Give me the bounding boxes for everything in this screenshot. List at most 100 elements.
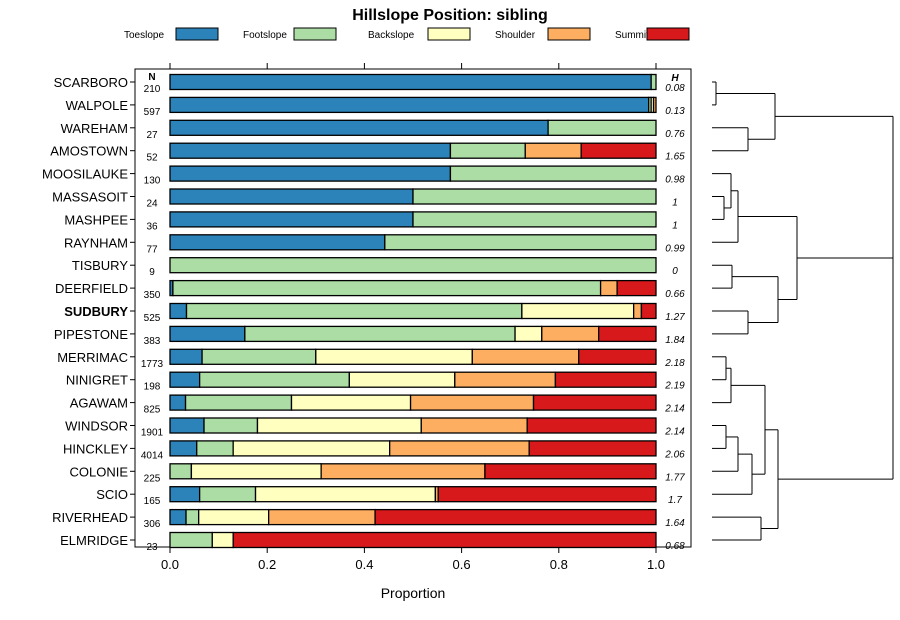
row-n-elmridge: 23 [146,542,158,553]
bar-segment-windsor-summit [526,417,657,434]
row-h-merrimac: 2.18 [664,358,685,369]
row-n-amostown: 52 [146,153,158,164]
row-label-ninigret: NINIGRET [66,373,128,388]
row-n-colonie: 225 [144,473,161,484]
bar-segment-hinckley-shoulder [389,440,530,457]
row-label-scio: SCIO [96,487,128,502]
bar-segment-mashpee-footslope [412,211,657,228]
row-n-merrimac: 1773 [141,359,164,370]
row-h-colonie: 1.77 [665,472,685,483]
row-h-raynham: 0.99 [665,243,685,254]
bar-segment-hinckley-summit [528,440,657,457]
bar-segment-windsor-backslope [256,417,422,434]
bar-segment-amostown-summit [580,142,657,159]
bar-segment-sudbury-backslope [521,302,635,320]
row-n-scio: 165 [144,496,161,507]
bar-segment-sudbury-toeslope [169,302,188,320]
bar-segment-wareham-footslope [547,119,657,136]
bar-segment-moosilauke-toeslope [169,165,452,182]
legend-swatch-shoulder [547,27,591,41]
bar-segment-scio-summit [437,486,657,503]
n-column-header: N [148,72,155,83]
bar-segment-pipestone-backslope [514,325,543,343]
bar-segment-merrimac-footslope [201,348,317,365]
bar-segment-pipestone-summit [598,325,657,343]
row-h-deerfield: 0.66 [665,289,685,300]
row-label-windsor: WINDSOR [65,419,128,434]
bar-segment-colonie-backslope [190,463,322,480]
x-axis-label: Proportion [381,585,446,601]
bar-segment-ninigret-backslope [348,371,456,388]
row-label-elmridge: ELMRIDGE [60,533,128,548]
row-n-sudbury: 525 [144,313,161,324]
row-n-windsor: 1901 [141,428,164,439]
row-label-hinckley: HINCKLEY [63,441,128,456]
bar-segment-deerfield-footslope [172,279,602,297]
row-label-mashpee: MASHPEE [64,212,128,227]
x-axis: 0.0 0.2 0.4 0.6 0.8 1.0 [161,63,665,572]
bar-segment-hinckley-backslope [232,440,391,457]
row-n-deerfield: 350 [144,290,161,301]
bar-segment-riverhead-shoulder [268,508,376,526]
bar-segment-ninigret-shoulder [454,371,557,388]
bar-segment-agawam-summit [532,394,657,411]
bar-segment-amostown-shoulder [524,142,582,159]
row-n-agawam: 825 [144,405,161,416]
legend-label-backslope: Backslope [368,30,415,41]
legend-swatch-toeslope [175,27,219,41]
bar-segment-agawam-toeslope [169,394,187,411]
bar-segment-scio-backslope [254,486,437,503]
legend-label-toeslope: Toeslope [124,30,164,41]
x-tick-label: 1.0 [647,557,665,572]
bar-segment-elmridge-footslope [169,531,213,549]
row-h-amostown: 1.65 [665,152,685,163]
bar-segment-tisbury-footslope [169,257,657,274]
row-n-ninigret: 198 [144,382,161,393]
row-label-raynham: RAYNHAM [64,235,128,250]
bar-segment-elmridge-summit [232,531,657,549]
bar-segment-walpole-toeslope [169,96,650,114]
row-h-pipestone: 1.84 [665,335,685,346]
row-h-sudbury: 1.27 [665,312,685,323]
bar-segment-pipestone-toeslope [169,325,246,343]
row-h-tisbury: 0 [672,266,678,277]
row-label-merrimac: MERRIMAC [57,350,128,365]
x-tick-label: 0.8 [550,557,568,572]
row-h-ninigret: 2.19 [664,381,685,392]
legend-swatch-footslope [293,27,337,41]
row-h-riverhead: 1.64 [665,518,685,529]
row-label-walpole: WALPOLE [66,98,129,113]
legend-swatch-summit [646,27,690,41]
row-h-scio: 1.7 [668,495,682,506]
bar-segment-sudbury-summit [640,302,657,320]
bar-segment-riverhead-summit [374,508,657,526]
row-label-agawam: AGAWAM [70,396,128,411]
bar-segment-ninigret-toeslope [169,371,201,388]
row-label-riverhead: RIVERHEAD [52,510,128,525]
row-h-wareham: 0.76 [665,129,685,140]
row-n-riverhead: 306 [144,519,161,530]
row-label-moosilauke: MOOSILAUKE [42,167,128,182]
dendrogram [712,81,894,541]
bar-segment-riverhead-footslope [185,508,200,526]
bar-segment-sudbury-shoulder [632,302,643,320]
bar-segment-amostown-toeslope [169,142,452,159]
x-tick-label: 0.4 [355,557,373,572]
row-label-colonie: COLONIE [69,464,128,479]
bar-segment-mashpee-toeslope [169,211,414,228]
row-h-moosilauke: 0.98 [665,175,685,186]
row-n-walpole: 597 [144,107,161,118]
bar-segment-colonie-footslope [169,463,193,480]
bar-segment-amostown-footslope [449,142,526,159]
bar-segment-wareham-toeslope [169,119,549,136]
row-h-scarboro: 0.08 [665,83,685,94]
row-label-massasoit: MASSASOIT [52,190,128,205]
row-label-tisbury: TISBURY [72,258,128,273]
row-h-elmridge: 0.68 [665,541,685,552]
h-column-header: H [671,73,679,84]
bar-segment-moosilauke-footslope [449,165,657,182]
bar-segment-merrimac-shoulder [471,348,580,365]
row-h-windsor: 2.14 [664,427,685,438]
bar-segment-scarboro-footslope [650,73,657,91]
